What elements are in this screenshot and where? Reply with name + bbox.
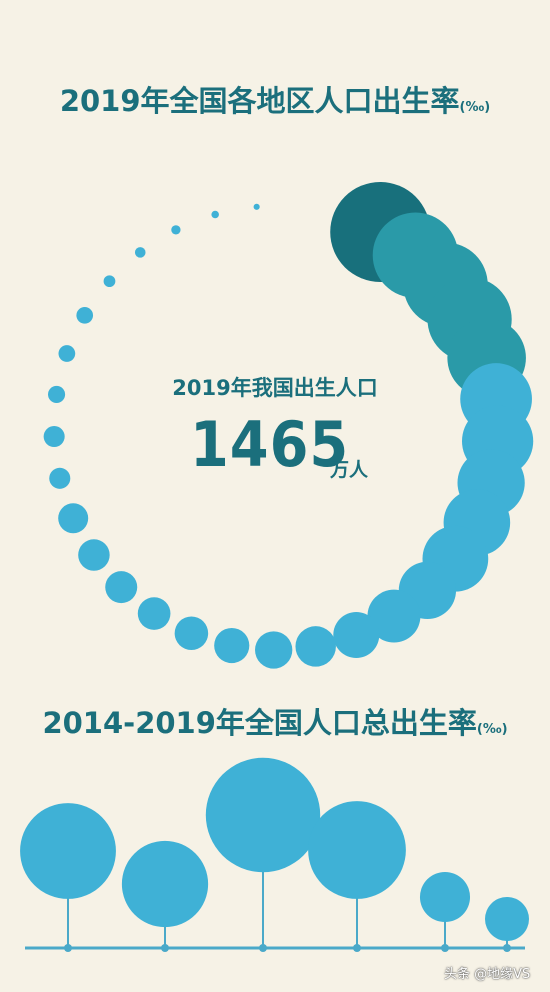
bubble-甘肃 xyxy=(174,616,209,650)
center-unit: 万人 xyxy=(330,459,369,481)
bubble-山西 xyxy=(49,467,71,489)
year-bubble xyxy=(308,801,406,899)
national-birth-rate-title: 2014-2019年全国人口总出生率(‰) xyxy=(0,700,550,742)
year-bubble xyxy=(20,803,116,899)
bubble-河南 xyxy=(295,626,336,667)
timeline-dot xyxy=(259,944,267,952)
title-unit: (‰) xyxy=(476,722,508,737)
timeline-dot xyxy=(161,944,169,952)
bubble-山东 xyxy=(367,589,421,643)
regional-birth-rate-title: 2019年全国各地区人口出生率(‰) xyxy=(0,78,550,120)
bubble-北京 xyxy=(76,307,94,324)
year-bubble xyxy=(121,840,209,928)
bubble-内蒙古 xyxy=(47,385,66,403)
center-value: 1465 xyxy=(190,408,350,481)
timeline-dot xyxy=(441,944,449,952)
bubble-陕西 xyxy=(137,597,171,630)
bubble-湖北 xyxy=(333,611,380,658)
title-text: 2014-2019年全国人口总出生率 xyxy=(42,706,477,740)
bubble-四川 xyxy=(214,627,250,664)
timeline-dot xyxy=(64,944,72,952)
bubble-浙江 xyxy=(105,571,138,604)
title-text: 2019年全国各地区人口出生率 xyxy=(59,84,460,118)
bubble-重庆 xyxy=(78,539,110,571)
timeline-dot xyxy=(503,944,511,952)
timeline-dot xyxy=(353,944,361,952)
regional-bubble-ring-chart xyxy=(43,181,534,669)
bubble-湖南 xyxy=(58,503,89,534)
bubble-辽宁 xyxy=(171,225,181,235)
bubble-上海 xyxy=(103,275,116,288)
year-bubble xyxy=(419,871,471,923)
bubble-新疆 xyxy=(58,345,76,362)
bubble-天津 xyxy=(134,247,146,258)
bubble-河北 xyxy=(255,631,293,669)
bubble-江苏 xyxy=(43,425,65,448)
year-bubble xyxy=(485,897,529,941)
watermark: 头条 @地缘VS xyxy=(444,967,531,982)
center-subtitle: 2019年我国出生人口 xyxy=(172,376,378,400)
bubble-黑龙江 xyxy=(253,203,260,210)
title-unit: (‰) xyxy=(459,100,491,115)
bubble-吉林 xyxy=(211,210,219,219)
year-bubble xyxy=(205,757,321,873)
